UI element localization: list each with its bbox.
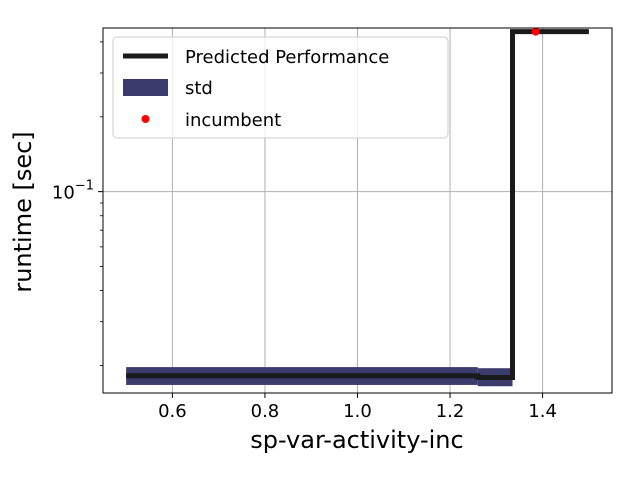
x-tick-label: 0.6 [158, 401, 187, 422]
predicted-performance-path [126, 29, 589, 380]
x-axis-label: sp-var-activity-inc [250, 426, 463, 454]
legend-incumbent-swatch [141, 115, 150, 123]
incumbent-points [531, 27, 540, 36]
legend-band-swatch [123, 79, 168, 96]
legend-label-incumbent: incumbent [185, 110, 281, 131]
legend-label-std: std [185, 78, 213, 99]
legend-label-predicted: Predicted Performance [185, 47, 389, 68]
legend: Predicted Performance std incumbent [112, 36, 449, 139]
y-tick-label: 10−1 [52, 179, 94, 204]
legend-box [112, 36, 449, 139]
x-tick-label: 1.4 [528, 401, 557, 422]
predicted-performance-line [126, 29, 589, 380]
incumbent-point [531, 27, 540, 36]
x-tick-label: 1.0 [343, 401, 372, 422]
y-axis-label: runtime [sec] [9, 131, 37, 292]
x-tick-label: 1.2 [436, 401, 465, 422]
x-tick-label: 0.8 [251, 401, 280, 422]
axis-ticks: 0.6 0.8 1.0 1.2 1.4 10−1 [52, 41, 557, 422]
